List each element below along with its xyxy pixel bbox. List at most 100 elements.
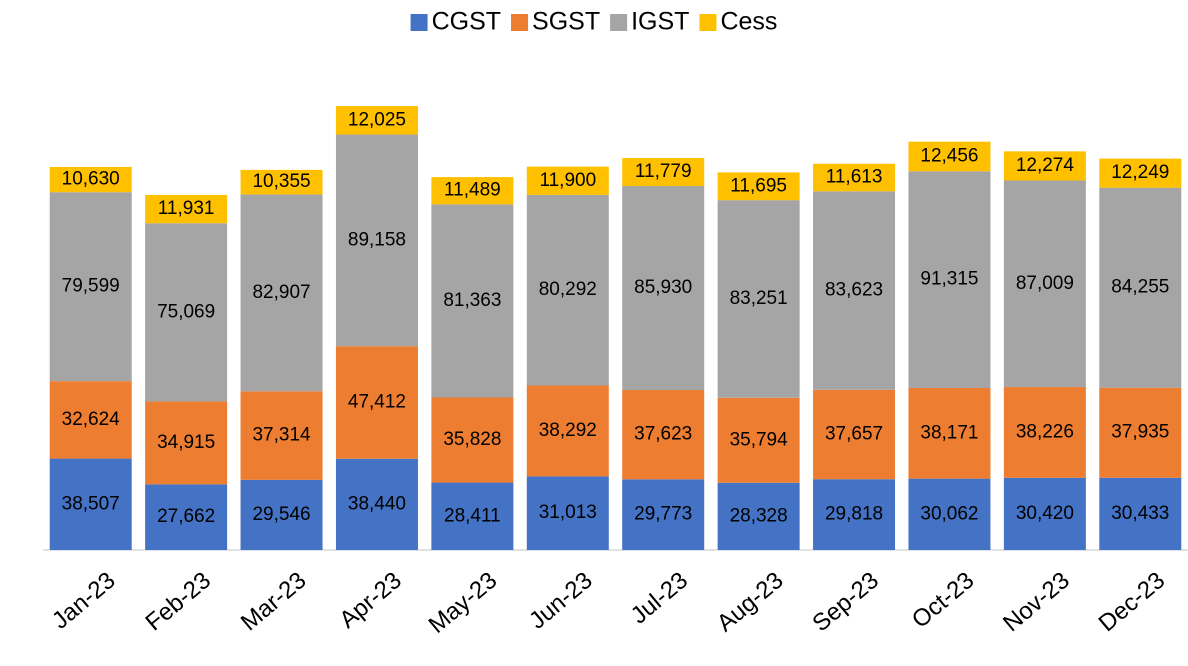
bar-segment <box>49 458 132 550</box>
bar-segment <box>908 171 991 389</box>
bar-segment <box>622 479 705 550</box>
data-label: 79,599 <box>62 276 120 297</box>
x-tick-label: Jan-23 <box>47 567 121 635</box>
bar-segment <box>240 391 323 480</box>
data-label: 83,251 <box>730 288 788 309</box>
data-label: 30,062 <box>920 503 978 524</box>
bar-segment <box>1003 180 1086 388</box>
bar-segment <box>717 172 800 201</box>
x-tick-label: Dec-23 <box>1094 567 1171 637</box>
data-label: 12,025 <box>348 109 406 130</box>
x-tick-label: Aug-23 <box>712 567 789 637</box>
data-label: 11,489 <box>444 180 501 201</box>
data-label: 38,292 <box>539 420 597 441</box>
data-label: 29,546 <box>252 504 310 525</box>
data-label: 38,507 <box>62 493 120 514</box>
data-label: 37,623 <box>634 424 692 445</box>
bar-segment <box>1003 387 1086 478</box>
bar-segment <box>335 106 418 135</box>
bar-segment <box>813 389 896 480</box>
data-label: 83,623 <box>825 280 883 301</box>
data-label: 82,907 <box>252 282 310 303</box>
data-label: 37,935 <box>1111 422 1169 443</box>
legend-label: CGST <box>432 8 501 36</box>
bar-segment <box>717 200 800 398</box>
data-label: 10,355 <box>252 171 310 192</box>
bar-segment <box>431 397 514 483</box>
data-label: 85,930 <box>634 277 692 298</box>
data-label: 30,420 <box>1016 503 1074 524</box>
bar-segment <box>717 397 800 483</box>
bar-segment <box>622 186 705 391</box>
bar-segment <box>49 381 132 459</box>
bar-segment <box>240 479 323 550</box>
bar-segment <box>145 484 228 550</box>
bar-segment <box>1099 187 1182 388</box>
bar-segment <box>1003 477 1086 550</box>
bar-segment <box>908 478 991 550</box>
bar-segment <box>622 158 705 187</box>
legend-swatch <box>610 14 628 31</box>
legend-swatch <box>699 14 717 31</box>
bar-segment <box>431 482 514 550</box>
data-label: 30,433 <box>1111 503 1169 524</box>
data-label: 11,779 <box>635 161 692 182</box>
bar-segment <box>1003 151 1086 181</box>
legend-label: Cess <box>720 8 777 36</box>
bar-segment <box>49 166 132 193</box>
data-label: 38,440 <box>348 493 406 514</box>
data-label: 11,900 <box>539 170 596 191</box>
bar-segment <box>526 476 609 550</box>
bar-segment <box>1099 158 1182 188</box>
data-label: 29,773 <box>634 504 692 525</box>
legend-label: IGST <box>631 8 689 36</box>
bar-segment <box>813 191 896 390</box>
data-label: 27,662 <box>157 506 215 527</box>
legend-swatch <box>511 14 529 31</box>
data-label: 35,794 <box>730 429 789 450</box>
bar-segment <box>622 390 705 480</box>
data-label: 81,363 <box>443 290 501 311</box>
data-label: 28,328 <box>730 505 788 526</box>
data-label: 91,315 <box>920 269 978 290</box>
data-label: 47,412 <box>348 391 406 412</box>
bar-segment <box>335 134 418 347</box>
bar-segment <box>526 166 609 195</box>
data-label: 10,630 <box>62 169 120 190</box>
bar-segment <box>1099 387 1182 478</box>
data-label: 75,069 <box>157 301 215 322</box>
x-tick-label: Nov-23 <box>998 567 1075 637</box>
bar-segment <box>145 401 228 485</box>
bar-segment <box>335 346 418 459</box>
bar-segment <box>1099 477 1182 550</box>
data-label: 37,314 <box>252 425 311 446</box>
x-tick-label: May-23 <box>424 567 503 639</box>
data-label: 89,158 <box>348 229 406 250</box>
x-tick-label: Mar-23 <box>236 567 312 637</box>
bar-segment <box>431 204 514 398</box>
data-label: 87,009 <box>1016 273 1074 294</box>
x-tick-label: Oct-23 <box>907 567 980 634</box>
data-label: 38,171 <box>920 422 978 443</box>
x-tick-label: Feb-23 <box>140 567 216 637</box>
bar-segment <box>145 194 228 224</box>
legend-label: SGST <box>532 8 600 36</box>
bar-segment <box>335 458 418 550</box>
data-label: 38,226 <box>1016 421 1074 442</box>
x-tick-label: Sep-23 <box>807 567 884 637</box>
bar-segment <box>145 223 228 402</box>
bar-segment <box>240 169 323 195</box>
data-label: 28,411 <box>444 505 501 526</box>
data-label: 80,292 <box>539 279 597 300</box>
data-label: 12,456 <box>920 145 978 166</box>
data-label: 31,013 <box>539 502 597 523</box>
x-tick-label: Apr-23 <box>334 567 407 634</box>
bar-segment <box>431 177 514 205</box>
bar-segment <box>717 482 800 550</box>
data-label: 11,613 <box>826 167 883 188</box>
legend-swatch <box>410 14 428 31</box>
bar-segment <box>813 163 896 192</box>
bar-segment <box>240 194 323 392</box>
